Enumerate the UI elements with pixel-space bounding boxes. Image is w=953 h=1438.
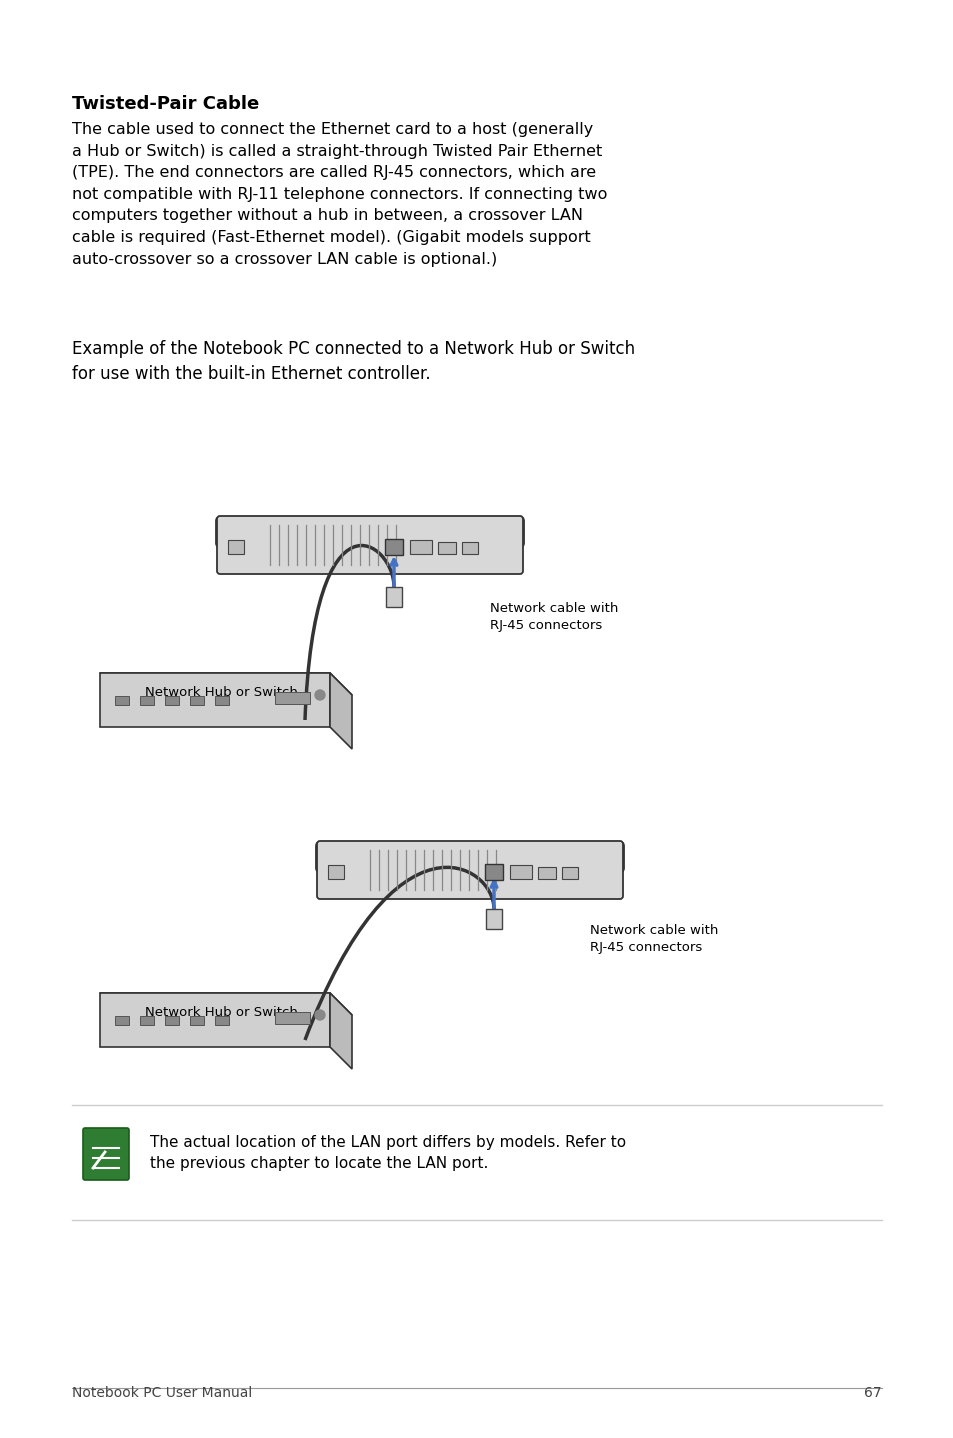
- FancyBboxPatch shape: [83, 1127, 129, 1181]
- Bar: [274, 692, 310, 705]
- Text: Network Hub or Switch: Network Hub or Switch: [145, 1005, 297, 1018]
- Polygon shape: [100, 673, 352, 695]
- Bar: [385, 539, 402, 555]
- Bar: [228, 541, 244, 554]
- Bar: [485, 909, 501, 929]
- Bar: [214, 1017, 229, 1025]
- Bar: [140, 1017, 153, 1025]
- Polygon shape: [100, 994, 330, 1047]
- Bar: [386, 587, 401, 607]
- Text: Twisted-Pair Cable: Twisted-Pair Cable: [71, 95, 259, 114]
- Text: 67: 67: [863, 1386, 882, 1401]
- Bar: [410, 541, 432, 554]
- Text: The actual location of the LAN port differs by models. Refer to
the previous cha: The actual location of the LAN port diff…: [150, 1135, 625, 1171]
- Polygon shape: [100, 994, 352, 1015]
- Bar: [274, 1012, 310, 1024]
- Bar: [115, 696, 129, 705]
- Text: Network Hub or Switch: Network Hub or Switch: [145, 686, 297, 699]
- Circle shape: [314, 1009, 325, 1020]
- Text: Network cable with
RJ-45 connectors: Network cable with RJ-45 connectors: [490, 603, 618, 631]
- Bar: [328, 866, 344, 879]
- Text: The cable used to connect the Ethernet card to a host (generally
a Hub or Switch: The cable used to connect the Ethernet c…: [71, 122, 607, 266]
- Bar: [537, 867, 556, 879]
- Bar: [165, 1017, 179, 1025]
- Bar: [437, 542, 456, 554]
- FancyBboxPatch shape: [315, 843, 623, 871]
- Bar: [510, 866, 532, 879]
- FancyBboxPatch shape: [215, 518, 523, 546]
- Bar: [115, 1017, 129, 1025]
- Bar: [561, 867, 578, 879]
- Bar: [190, 1017, 204, 1025]
- Text: Notebook PC User Manual: Notebook PC User Manual: [71, 1386, 252, 1401]
- Text: Example of the Notebook PC connected to a Network Hub or Switch
for use with the: Example of the Notebook PC connected to …: [71, 339, 635, 383]
- Bar: [214, 696, 229, 705]
- Polygon shape: [330, 994, 352, 1068]
- Bar: [461, 542, 477, 554]
- Bar: [190, 696, 204, 705]
- Text: Network cable with
RJ-45 connectors: Network cable with RJ-45 connectors: [589, 925, 718, 953]
- Bar: [165, 696, 179, 705]
- FancyBboxPatch shape: [316, 841, 622, 899]
- Bar: [484, 864, 502, 880]
- Polygon shape: [330, 673, 352, 749]
- Circle shape: [314, 690, 325, 700]
- Polygon shape: [100, 673, 330, 728]
- FancyBboxPatch shape: [216, 516, 522, 574]
- Bar: [140, 696, 153, 705]
